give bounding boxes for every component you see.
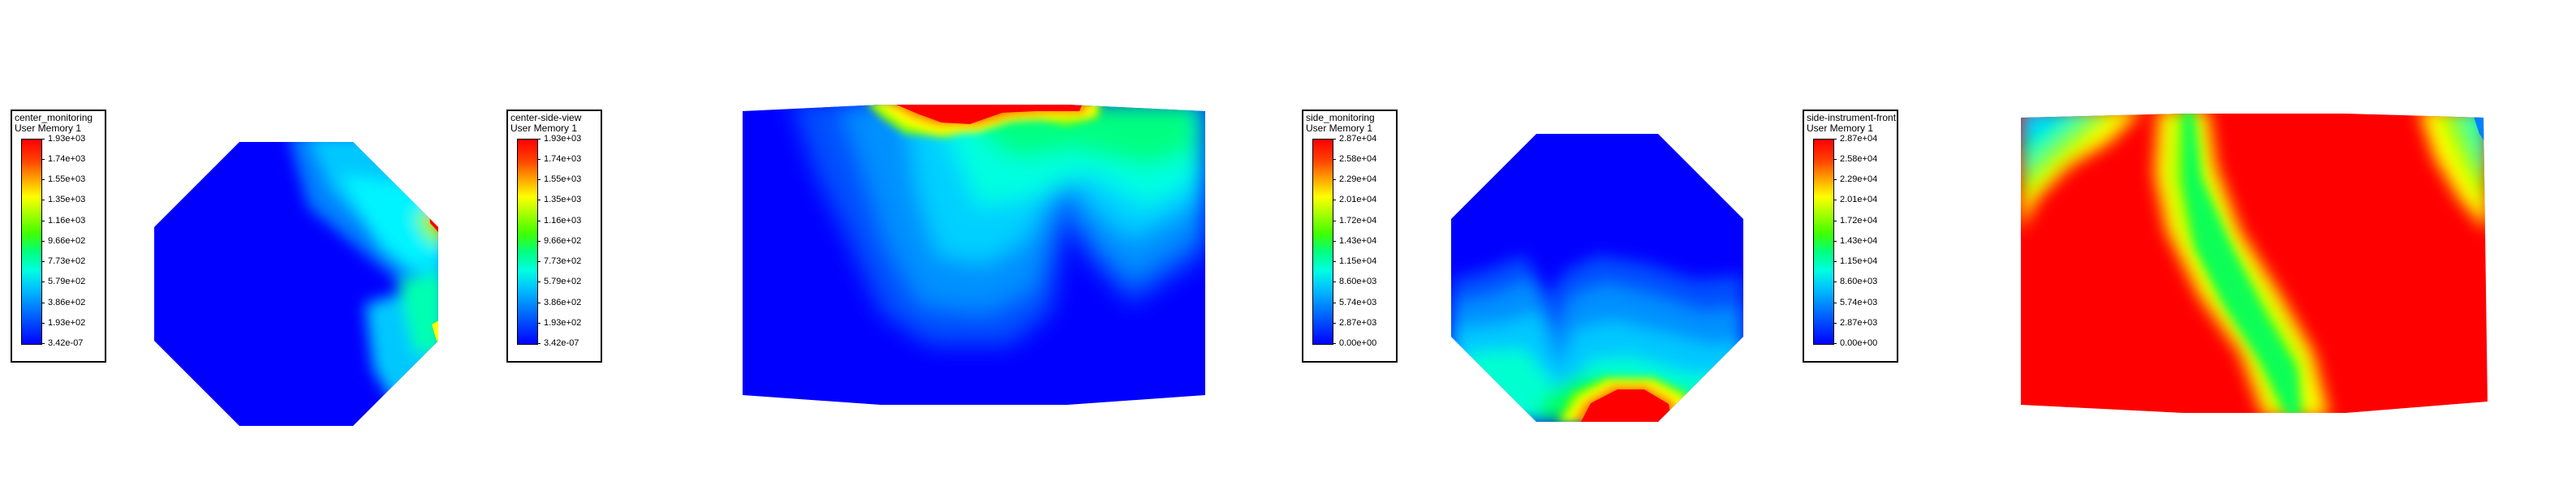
tick-label: 1.72e+04	[1339, 216, 1377, 226]
tick-label: 1.93e+03	[544, 134, 582, 144]
tick-label: 0.00e+00	[1840, 338, 1878, 348]
tick-label: 2.01e+04	[1840, 195, 1878, 204]
legend-title: center-side-view	[510, 112, 582, 123]
tick-label: 1.15e+04	[1339, 256, 1377, 266]
tick-label: 2.58e+04	[1840, 154, 1878, 164]
tick-label: 8.60e+03	[1840, 277, 1878, 286]
tick-label: 3.42e-07	[48, 338, 84, 348]
legend-subtitle: User Memory 1	[1306, 122, 1373, 134]
tick-label: 3.86e+02	[544, 298, 582, 307]
tick-label: 5.79e+02	[48, 277, 86, 286]
tick-label: 5.74e+03	[1339, 298, 1377, 307]
legend-title: side-instrument-front	[1807, 112, 1897, 123]
tick-label: 1.35e+03	[48, 195, 86, 204]
contour-plot-center-side-view	[743, 101, 1205, 410]
tick-label: 2.87e+04	[1840, 134, 1878, 144]
legend-side-monitoring: side_monitoring User Memory 1 2.87e+04 2…	[1302, 110, 1398, 363]
tick-label: 0.00e+00	[1339, 338, 1377, 348]
tick-label: 7.73e+02	[48, 256, 86, 266]
legend-subtitle: User Memory 1	[510, 122, 578, 134]
tick-label: 1.35e+03	[544, 195, 582, 204]
tick-label: 1.72e+04	[1840, 216, 1878, 226]
tick-label: 2.87e+03	[1840, 318, 1878, 328]
tick-label: 2.29e+04	[1339, 174, 1377, 184]
tick-label: 1.15e+04	[1840, 256, 1878, 266]
tick-label: 5.79e+02	[544, 277, 582, 286]
tick-label: 1.16e+03	[544, 216, 582, 226]
tick-label: 1.74e+03	[48, 154, 86, 164]
tick-label: 1.55e+03	[48, 174, 86, 184]
tick-label: 1.93e+03	[48, 134, 86, 144]
legend-subtitle: User Memory 1	[15, 122, 82, 134]
legend-center-side-view: center-side-view User Memory 1 1.93e+03 …	[506, 110, 602, 363]
colorbar	[517, 139, 538, 345]
tick-label: 2.01e+04	[1339, 195, 1377, 204]
tick-label: 8.60e+03	[1339, 277, 1377, 286]
contour-plot-center-monitoring	[154, 142, 438, 426]
tick-label: 7.73e+02	[544, 256, 582, 266]
tick-label: 1.93e+02	[544, 318, 582, 328]
tick-label: 2.29e+04	[1840, 174, 1878, 184]
tick-label: 5.74e+03	[1840, 298, 1878, 307]
colorbar	[1813, 139, 1834, 345]
legend-center-monitoring: center_monitoring User Memory 1 1.93e+03…	[11, 110, 106, 363]
colorbar	[21, 139, 42, 345]
tick-label: 2.87e+04	[1339, 134, 1377, 144]
tick-label: 1.16e+03	[48, 216, 86, 226]
legend-side-instrument-front: side-instrument-front User Memory 1 2.87…	[1803, 110, 1898, 363]
tick-label: 1.93e+02	[48, 318, 86, 328]
tick-label: 1.55e+03	[544, 174, 582, 184]
tick-label: 1.43e+04	[1339, 236, 1377, 246]
tick-label: 3.86e+02	[48, 298, 86, 307]
tick-label: 2.58e+04	[1339, 154, 1377, 164]
contour-plot-side-instrument-front	[2021, 110, 2488, 418]
tick-label: 3.42e-07	[544, 338, 579, 348]
tick-label: 2.87e+03	[1339, 318, 1377, 328]
legend-title: center_monitoring	[15, 112, 93, 123]
tick-label: 9.66e+02	[48, 236, 86, 246]
legend-title: side_monitoring	[1306, 112, 1375, 123]
tick-label: 1.43e+04	[1840, 236, 1878, 246]
tick-label: 9.66e+02	[544, 236, 582, 246]
colorbar	[1312, 139, 1333, 345]
legend-subtitle: User Memory 1	[1807, 122, 1874, 134]
tick-label: 1.74e+03	[544, 154, 582, 164]
contour-plot-side-monitoring	[1451, 134, 1743, 422]
